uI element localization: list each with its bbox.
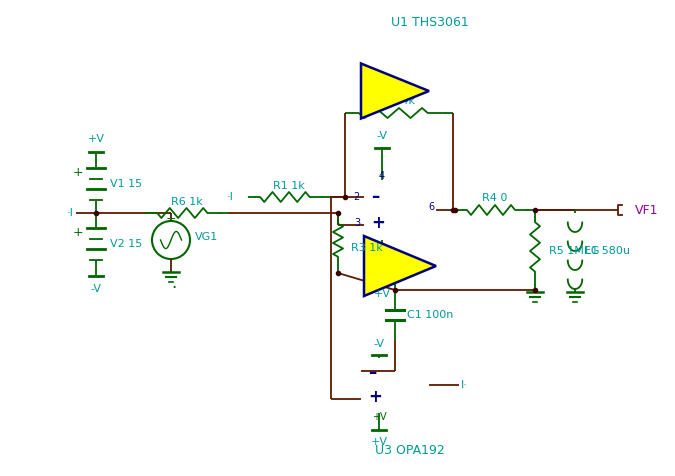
Text: +V: +V xyxy=(371,437,387,447)
Text: C1 100n: C1 100n xyxy=(407,310,454,320)
Text: R4 0: R4 0 xyxy=(483,193,508,203)
Text: +: + xyxy=(72,226,83,238)
Polygon shape xyxy=(361,63,429,119)
Text: +V: +V xyxy=(373,289,391,299)
Text: R3 1k: R3 1k xyxy=(351,243,383,253)
Text: -V: -V xyxy=(377,131,387,141)
Text: R1 1k: R1 1k xyxy=(273,181,305,191)
Text: –: – xyxy=(368,364,376,382)
Text: -V: -V xyxy=(90,284,101,294)
Text: 3: 3 xyxy=(354,218,360,228)
Text: -V: -V xyxy=(373,339,385,349)
Text: +V: +V xyxy=(88,134,105,144)
Text: U3 OPA192: U3 OPA192 xyxy=(375,444,445,456)
Text: L1 580u: L1 580u xyxy=(585,246,630,256)
Text: ·I: ·I xyxy=(227,192,234,202)
Text: U1 THS3061: U1 THS3061 xyxy=(391,16,469,29)
Text: ·: · xyxy=(171,279,177,297)
Text: R5 1MEG: R5 1MEG xyxy=(549,246,599,256)
Text: VF1: VF1 xyxy=(635,204,659,217)
Text: 4: 4 xyxy=(379,171,385,181)
Text: 6: 6 xyxy=(428,202,434,212)
Text: +: + xyxy=(72,166,83,178)
Text: R2 4k: R2 4k xyxy=(383,96,415,106)
Text: 2: 2 xyxy=(354,192,360,202)
Text: +: + xyxy=(371,214,385,232)
Text: +: + xyxy=(165,212,176,226)
Text: VG1: VG1 xyxy=(195,232,218,242)
Text: V2 15: V2 15 xyxy=(110,239,142,249)
Text: +V: +V xyxy=(372,413,386,423)
Text: R6 1k: R6 1k xyxy=(171,197,202,207)
Text: –: – xyxy=(371,188,379,206)
Text: +: + xyxy=(368,388,382,406)
Text: I·: I· xyxy=(461,380,468,390)
Polygon shape xyxy=(364,236,436,296)
Text: V1 15: V1 15 xyxy=(110,179,142,189)
Text: ·I: ·I xyxy=(67,208,74,218)
